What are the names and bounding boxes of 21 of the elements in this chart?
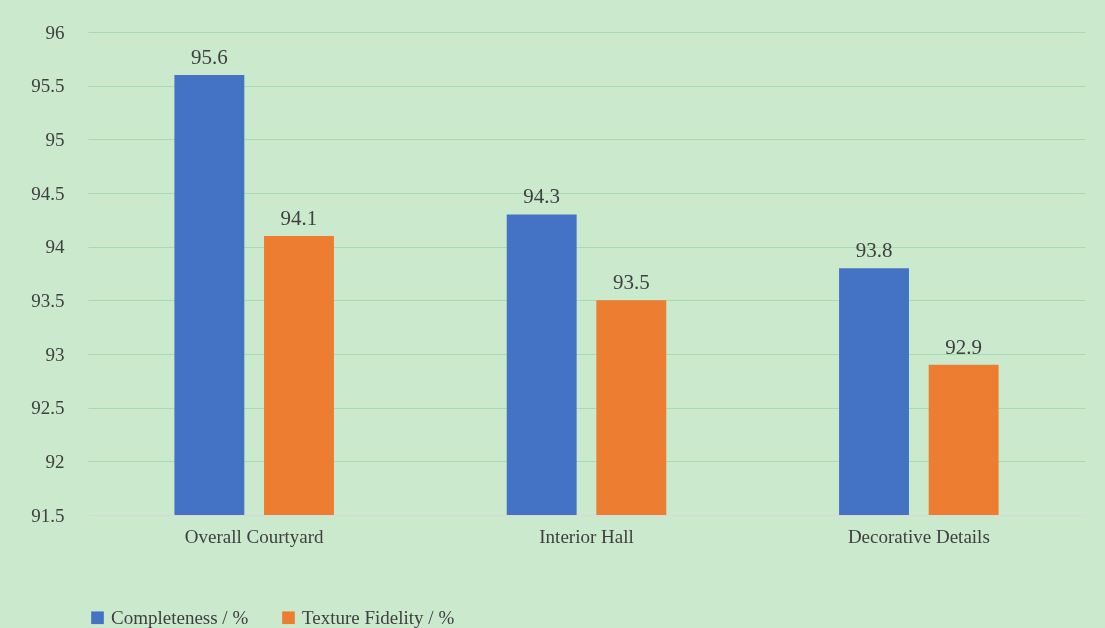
y-tick-label: 93.5 <box>31 289 65 311</box>
y-tick-label: 94 <box>45 236 65 258</box>
data-label: 94.1 <box>280 205 318 230</box>
data-label: 93.8 <box>855 238 893 263</box>
data-label: 92.9 <box>945 334 983 359</box>
data-label: 95.6 <box>190 44 228 69</box>
data-label: 94.3 <box>523 184 561 209</box>
x-tick-label: Interior Hall <box>539 525 634 547</box>
x-tick-label: Overall Courtyard <box>184 525 325 547</box>
y-tick-label: 93 <box>45 343 65 365</box>
y-tick-label: 94.5 <box>31 182 65 204</box>
y-tick-label: 91.5 <box>31 504 65 526</box>
legend-label: Texture Fidelity / % <box>302 606 455 628</box>
y-tick-label: 95.5 <box>31 75 65 97</box>
y-tick-label: 96 <box>45 21 65 43</box>
x-tick-label: Decorative Details <box>847 525 990 547</box>
data-label: 93.5 <box>612 270 650 295</box>
legend-label: Completeness / % <box>111 606 249 628</box>
y-tick-label: 92.5 <box>31 397 65 419</box>
y-tick-label: 95 <box>45 128 65 150</box>
y-tick-label: 92 <box>45 450 65 472</box>
